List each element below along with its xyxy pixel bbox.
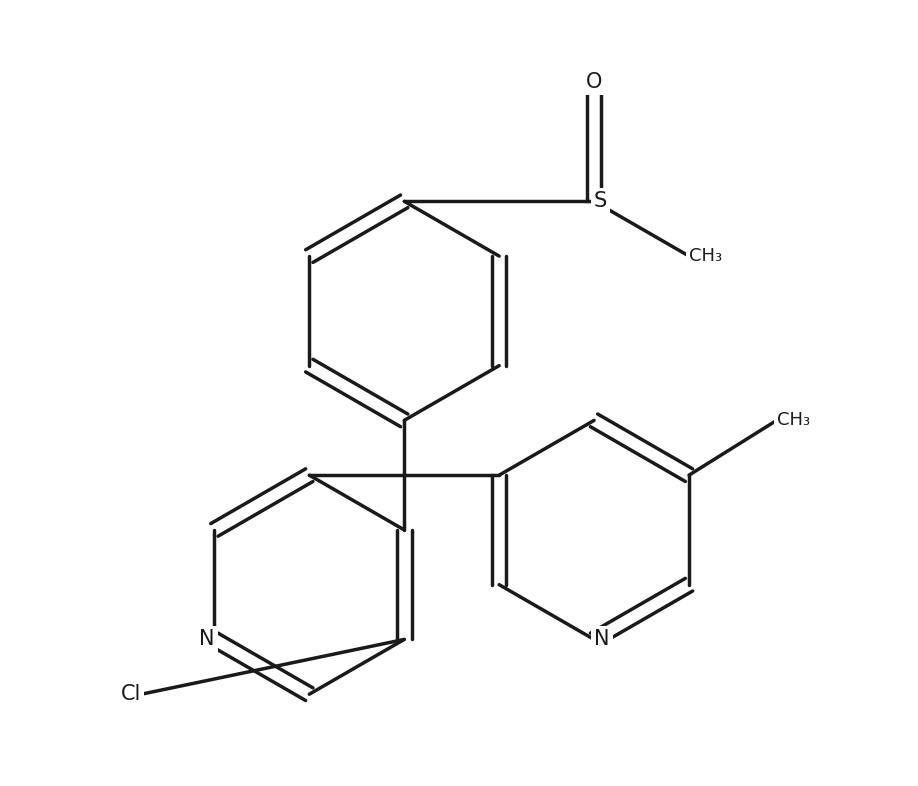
Text: CH₃: CH₃: [777, 411, 810, 429]
Text: S: S: [594, 191, 608, 211]
Text: N: N: [594, 630, 610, 649]
Text: CH₃: CH₃: [689, 247, 722, 265]
Text: Cl: Cl: [121, 684, 141, 704]
Text: N: N: [199, 630, 215, 649]
Text: O: O: [586, 72, 602, 92]
